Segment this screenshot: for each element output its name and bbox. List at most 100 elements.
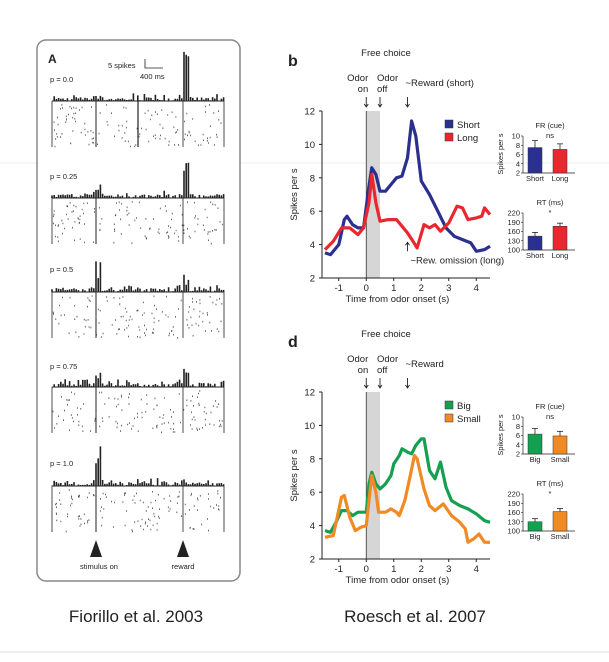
legend-label: Long	[457, 133, 478, 144]
annotation-arrow-icon	[405, 97, 410, 108]
scale-bar	[144, 59, 163, 69]
panel-letter: d	[288, 334, 298, 351]
raster-spikes	[52, 295, 223, 339]
inset-bar	[527, 235, 543, 251]
annotation-label: on	[358, 84, 369, 95]
annotation-label: Odor	[347, 73, 368, 84]
figure-frame	[36, 39, 241, 582]
inset-tick-label: 160	[507, 227, 520, 236]
inset-tick-label: 100	[507, 527, 520, 536]
annotation-label: Odor	[347, 354, 368, 365]
condition-label: p = 0.0	[50, 75, 73, 84]
inset-tick-label: 130	[507, 517, 520, 526]
annotation-label: Odor	[377, 354, 398, 365]
reward-label: reward	[172, 562, 195, 571]
x-tick-label: 2	[419, 564, 424, 575]
y-tick-label: 10	[304, 421, 315, 432]
inset-bar	[527, 521, 543, 532]
significance-label: ns	[546, 412, 554, 421]
y-tick-label: 8	[310, 173, 315, 184]
condition-label: p = 0.75	[50, 362, 77, 371]
inset-tick-label: 4	[516, 159, 520, 168]
legend-label: Small	[457, 414, 481, 425]
inset-y-label: Spikes per s	[496, 133, 505, 175]
x-tick-label: 0	[364, 564, 369, 575]
x-tick-label: 4	[474, 564, 479, 575]
annotation-label: off	[377, 84, 388, 95]
inset-category-label: Big	[530, 455, 541, 464]
inset-tick-label: 2	[516, 450, 520, 459]
inset-bar	[527, 147, 543, 174]
inset-category-label: Short	[526, 174, 545, 183]
legend-swatch	[444, 119, 454, 129]
series-line-big	[324, 437, 491, 534]
annotation-label: ~Reward	[406, 359, 444, 370]
y-tick-label: 12	[304, 388, 315, 399]
inset-title: FR (cue)	[535, 402, 565, 411]
left-caption: Fiorillo et al. 2003	[69, 607, 203, 626]
annotation-arrow-icon	[363, 97, 369, 108]
condition-label: p = 0.25	[50, 172, 77, 181]
raster-panel: p = 0.5	[50, 261, 225, 339]
inset-tick-label: 6	[516, 150, 520, 159]
x-tick-label: 3	[446, 283, 451, 294]
scale-bar-spikes: 5 spikes	[108, 61, 136, 70]
panel-letter-a: A	[48, 52, 57, 66]
annotation-label: on	[358, 365, 369, 376]
inset-bar	[527, 433, 543, 455]
inset-tick-label: 130	[507, 236, 520, 245]
inset-tick-label: 190	[507, 218, 520, 227]
y-tick-label: 12	[304, 107, 315, 118]
x-tick-label: -1	[335, 564, 343, 575]
inset-title: RT (ms)	[537, 198, 564, 207]
inset-tick-label: 10	[512, 413, 520, 422]
inset-bar	[552, 511, 568, 532]
inset-bar	[552, 226, 568, 251]
inset-category-label: Big	[530, 532, 541, 541]
x-axis-label: Time from odor onset (s)	[346, 294, 450, 305]
raster-panel: p = 1.0	[50, 446, 225, 533]
inset-tick-label: 4	[516, 440, 520, 449]
y-tick-label: 8	[310, 454, 315, 465]
inset-category-label: Short	[526, 251, 545, 260]
inset-tick-label: 8	[516, 141, 520, 150]
x-tick-label: 0	[364, 283, 369, 294]
annotation-label: ~Reward (short)	[406, 78, 474, 89]
stimulus-label: stimulus on	[80, 562, 118, 571]
inset-tick-label: 220	[507, 490, 520, 499]
y-tick-label: 6	[310, 488, 315, 499]
legend-swatch	[444, 400, 454, 410]
annotation-arrow-icon	[405, 378, 410, 389]
inset-tick-label: 100	[507, 246, 520, 255]
inset-bar	[552, 435, 568, 455]
inset-category-label: Small	[551, 455, 570, 464]
significance-label: *	[549, 208, 552, 217]
panel-letter: b	[288, 53, 298, 70]
raster-spikes	[55, 489, 221, 533]
significance-label: *	[549, 489, 552, 498]
inset-tick-label: 10	[512, 132, 520, 141]
inset-title: FR (cue)	[535, 121, 565, 130]
raster-spikes	[53, 104, 222, 148]
annotation-arrow-icon	[377, 378, 383, 389]
y-tick-label: 10	[304, 140, 315, 151]
y-tick-label: 4	[310, 521, 315, 532]
x-axis-label: Time from odor onset (s)	[346, 575, 450, 586]
reward-arrow-icon	[177, 540, 189, 557]
condition-label: p = 1.0	[50, 459, 73, 468]
inset-tick-label: 160	[507, 508, 520, 517]
legend-swatch	[444, 413, 454, 423]
inset-tick-label: 6	[516, 431, 520, 440]
x-tick-label: 4	[474, 283, 479, 294]
y-tick-label: 2	[310, 274, 315, 285]
stimulus-arrow-icon	[90, 540, 102, 557]
annotation-label: ~Rew. omission (long)	[411, 255, 505, 266]
inset-tick-label: 190	[507, 499, 520, 508]
scale-bar-time: 400 ms	[140, 72, 165, 81]
raster-panel: p = 0.25	[50, 162, 225, 245]
inset-tick-label: 2	[516, 169, 520, 178]
series-line-short	[324, 119, 491, 257]
